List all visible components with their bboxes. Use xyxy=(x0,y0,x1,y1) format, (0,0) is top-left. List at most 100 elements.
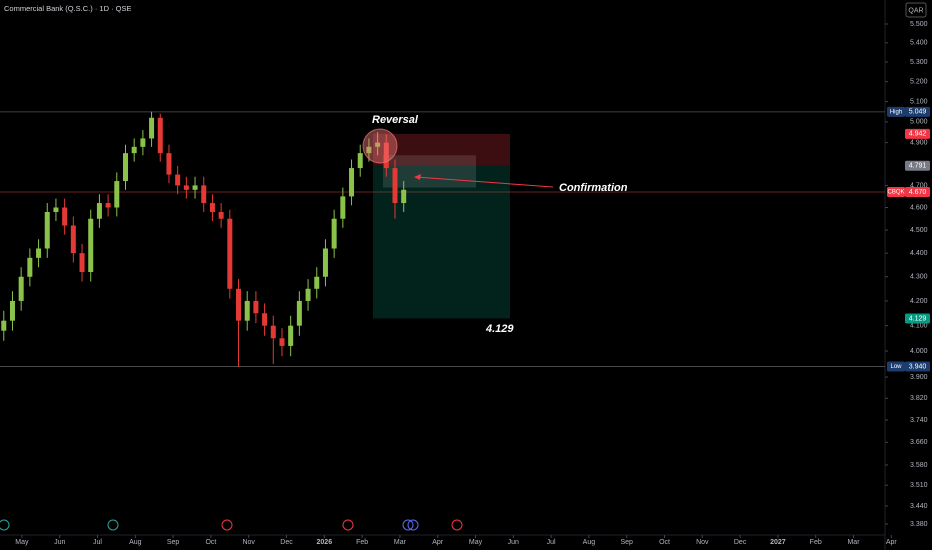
y-tick-label: 5.500 xyxy=(910,21,928,28)
x-tick-label: Jun xyxy=(508,539,519,546)
candle-body xyxy=(288,325,294,346)
candle-body xyxy=(349,168,355,197)
y-tick-label: 4.500 xyxy=(910,227,928,234)
x-tick-label: Feb xyxy=(810,539,822,546)
arrow xyxy=(415,176,554,188)
x-tick-label: Nov xyxy=(242,539,255,546)
candle-body xyxy=(236,288,242,321)
x-tick-label: 2027 xyxy=(770,539,786,546)
y-tick-label: 4.300 xyxy=(910,274,928,281)
candle-body xyxy=(331,218,337,249)
candle-body xyxy=(96,203,102,219)
y-tick-label: 3.440 xyxy=(910,503,928,510)
candle-body xyxy=(88,218,94,273)
x-tick-label: Mar xyxy=(847,539,860,546)
price-label-box xyxy=(905,186,930,197)
x-tick-label: May xyxy=(15,539,29,546)
x-tick-label: Aug xyxy=(583,539,596,546)
candle-body xyxy=(322,248,328,277)
x-tick-label: Nov xyxy=(696,539,709,546)
candle-body xyxy=(44,211,50,249)
x-tick-label: Sep xyxy=(620,539,633,546)
x-tick-label: Feb xyxy=(356,539,368,546)
candle-body xyxy=(192,185,198,190)
candle-body xyxy=(157,117,163,154)
event-icon xyxy=(107,519,119,531)
candle-body xyxy=(305,288,311,301)
y-tick-label: 4.400 xyxy=(910,250,928,257)
candle-body xyxy=(262,313,268,326)
candle-body xyxy=(375,142,381,147)
y-tick-label: 4.900 xyxy=(910,139,928,146)
candle-body xyxy=(218,211,224,219)
price-label: 4.129 xyxy=(909,315,927,322)
y-tick-label: 4.100 xyxy=(910,323,928,330)
candle-body xyxy=(244,300,250,321)
candle-body xyxy=(253,300,259,314)
y-tick-label: 3.580 xyxy=(910,462,928,469)
price-label-name-box xyxy=(887,106,905,117)
arrow-head xyxy=(414,174,421,180)
x-tick-label: Jul xyxy=(547,539,556,546)
candle-body xyxy=(166,153,172,175)
price-label-name: CBQK xyxy=(887,190,904,196)
y-tick-label: 3.820 xyxy=(910,395,928,402)
chart-title: Commercial Bank (Q.S.C.) · 1D · QSE xyxy=(4,4,132,13)
candle-body xyxy=(401,189,407,204)
candle-body xyxy=(357,153,363,169)
x-tick-label: Dec xyxy=(280,539,293,546)
y-tick-label: 3.900 xyxy=(910,374,928,381)
price-label: 4.791 xyxy=(909,163,927,170)
reversal-circle xyxy=(362,128,398,164)
price-label-box xyxy=(905,313,930,324)
x-tick-label: Oct xyxy=(205,539,216,546)
y-tick-label: 4.600 xyxy=(910,204,928,211)
candle-body xyxy=(36,248,42,258)
y-tick-label: 3.740 xyxy=(910,417,928,424)
x-tick-label: Oct xyxy=(659,539,670,546)
price-label-name: High xyxy=(890,109,902,115)
y-tick-label: 4.200 xyxy=(910,298,928,305)
candle-body xyxy=(340,196,346,219)
price-label: 5.049 xyxy=(909,109,927,116)
y-tick-label: 5.000 xyxy=(910,119,928,126)
annotation: Confirmation xyxy=(559,182,628,194)
price-label-box xyxy=(905,128,930,139)
candle-body xyxy=(53,207,59,212)
candle-body xyxy=(270,325,276,339)
y-tick-label: 5.200 xyxy=(910,78,928,85)
annotation: 4.129 xyxy=(485,323,514,335)
candle-body xyxy=(62,207,68,226)
event-icon xyxy=(402,519,414,531)
candle-body xyxy=(392,168,398,204)
candle-body xyxy=(79,253,85,273)
candle-body xyxy=(209,203,215,212)
y-tick-label: 5.400 xyxy=(910,40,928,47)
price-label: 3.940 xyxy=(909,363,927,370)
x-tick-label: Aug xyxy=(129,539,142,546)
x-tick-label: Sep xyxy=(167,539,180,546)
y-tick-label: 4.700 xyxy=(910,182,928,189)
candle-body xyxy=(296,300,302,326)
event-icon xyxy=(221,519,233,531)
x-tick-label: Dec xyxy=(734,539,747,546)
currency-button[interactable] xyxy=(905,2,927,18)
candle-body xyxy=(383,142,389,169)
y-tick-label: 4.000 xyxy=(910,348,928,355)
annotation: Reversal xyxy=(372,114,419,126)
candle-body xyxy=(131,146,137,154)
x-tick-label: 2026 xyxy=(317,539,333,546)
y-tick-label: 5.100 xyxy=(910,98,928,105)
event-icon xyxy=(342,519,354,531)
candle-body xyxy=(227,218,233,289)
candle-body xyxy=(18,276,24,301)
currency[interactable]: QAR xyxy=(908,7,923,14)
price-label-name-box xyxy=(887,361,905,372)
candle-body xyxy=(279,338,285,346)
event-icon xyxy=(0,519,10,531)
candle-body xyxy=(201,185,207,204)
candle-body xyxy=(70,225,76,254)
price-label-box xyxy=(905,106,930,117)
candle-body xyxy=(122,153,128,182)
